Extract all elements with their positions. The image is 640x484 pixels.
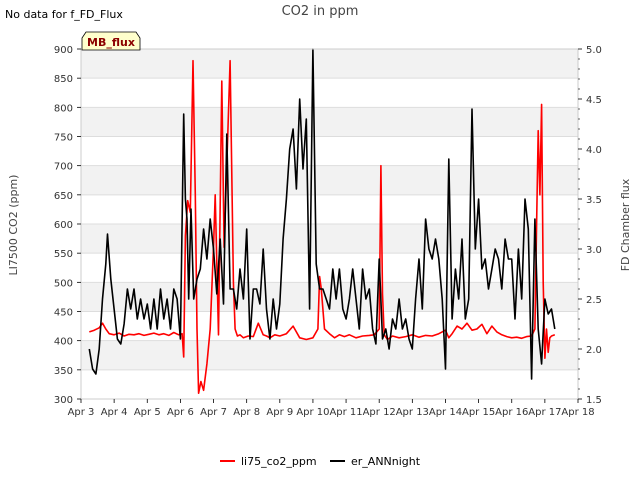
x-tick-label-10: Apr 13 bbox=[396, 407, 429, 418]
y-tick-label-8: 700 bbox=[54, 162, 73, 173]
band-10 bbox=[81, 78, 578, 108]
series-line-li75_co2_ppm bbox=[89, 59, 556, 395]
x-tick-label-13: Apr 16 bbox=[495, 407, 528, 418]
legend-label-er-ann: er_ANNnight bbox=[351, 455, 421, 468]
x-tick-label-11: Apr 14 bbox=[429, 407, 462, 418]
x-tick-label-9: Apr 12 bbox=[363, 407, 396, 418]
y2-tick-label-4: 3.5 bbox=[586, 195, 602, 206]
y-tick-label-12: 900 bbox=[54, 45, 73, 56]
y-axis-label: LI7500 CO2 (ppm) bbox=[7, 175, 20, 276]
x-tick-label-5: Apr 8 bbox=[233, 407, 260, 418]
y2-tick-label-6: 4.5 bbox=[586, 95, 602, 106]
x-tick-label-12: Apr 15 bbox=[462, 407, 495, 418]
y-tick-label-7: 650 bbox=[54, 191, 73, 202]
y-tick-label-5: 550 bbox=[54, 249, 73, 260]
y-tick-label-0: 300 bbox=[54, 395, 73, 406]
band-7 bbox=[81, 165, 578, 195]
band-9 bbox=[81, 107, 578, 137]
band-4 bbox=[81, 253, 578, 283]
x-tick-label-8: Apr 11 bbox=[329, 407, 362, 418]
y2-tick-label-3: 3.0 bbox=[586, 245, 602, 256]
x-tick-label-0: Apr 3 bbox=[68, 407, 95, 418]
x-tick-label-6: Apr 9 bbox=[266, 407, 293, 418]
band-1 bbox=[81, 340, 578, 370]
band-8 bbox=[81, 136, 578, 166]
y-tick-label-11: 850 bbox=[54, 74, 73, 85]
y2-tick-label-2: 2.5 bbox=[586, 295, 602, 306]
mb-flux-badge: MB_flux bbox=[81, 31, 141, 51]
band-6 bbox=[81, 194, 578, 224]
band-0 bbox=[81, 369, 578, 399]
y2-tick-label-0: 1.5 bbox=[586, 395, 602, 406]
x-tick-label-15: Apr 18 bbox=[561, 407, 594, 418]
y2-tick-label-5: 4.0 bbox=[586, 145, 602, 156]
y-tick-label-6: 600 bbox=[54, 220, 73, 231]
y2-tick-label-1: 2.0 bbox=[586, 345, 602, 356]
legend-label-li75: li75_co2_ppm bbox=[241, 455, 317, 468]
x-tick-label-4: Apr 7 bbox=[200, 407, 227, 418]
y2-tick-label-7: 5.0 bbox=[586, 45, 602, 56]
series-line-er_ANNnight bbox=[88, 48, 556, 380]
mb-flux-badge-label: MB_flux bbox=[87, 36, 135, 49]
band-5 bbox=[81, 224, 578, 254]
legend: li75_co2_ppm er_ANNnight bbox=[220, 455, 421, 468]
x-tick-label-7: Apr 10 bbox=[296, 407, 329, 418]
x-tick-label-1: Apr 4 bbox=[101, 407, 128, 418]
corner-note: No data for f_FD_Flux bbox=[5, 8, 123, 21]
y-tick-label-1: 350 bbox=[54, 366, 73, 377]
x-tick-label-3: Apr 6 bbox=[167, 407, 194, 418]
y-tick-label-3: 450 bbox=[54, 308, 73, 319]
band-11 bbox=[81, 49, 578, 79]
y2-axis-label: FD Chamber flux bbox=[619, 178, 632, 271]
y-tick-label-10: 800 bbox=[54, 103, 73, 114]
y-tick-label-4: 500 bbox=[54, 278, 73, 289]
x-tick-label-14: Apr 17 bbox=[528, 407, 561, 418]
x-tick-label-2: Apr 5 bbox=[134, 407, 161, 418]
y-tick-label-9: 750 bbox=[54, 133, 73, 144]
chart-title: CO2 in ppm bbox=[282, 4, 359, 19]
y-tick-label-2: 400 bbox=[54, 337, 73, 348]
